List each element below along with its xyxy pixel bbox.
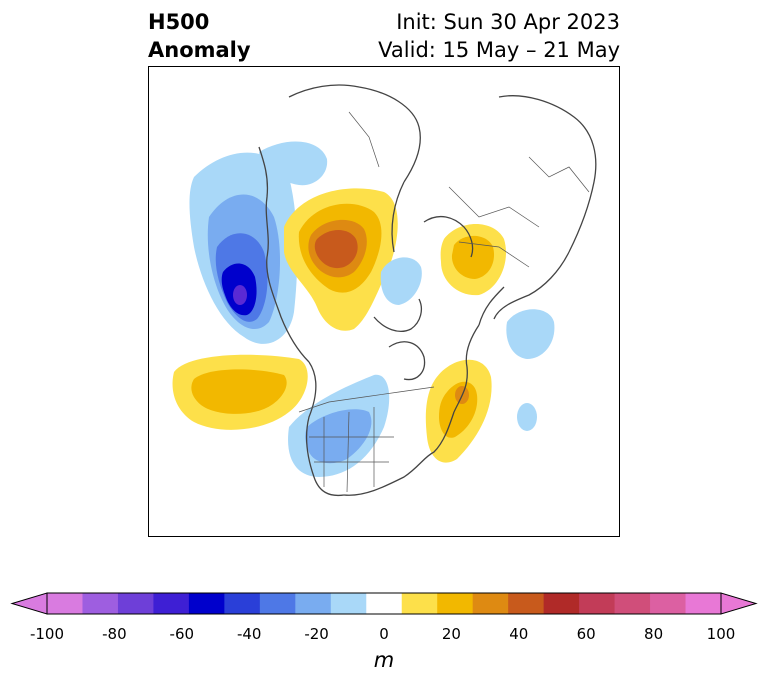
anomaly-pacific-trough-80 (233, 285, 247, 305)
colorbar-tick-label: 20 (441, 625, 461, 643)
map-title-left: H500 Anomaly (148, 8, 251, 64)
anomaly-alaska-negative (259, 141, 328, 186)
colorbar-cell (472, 593, 509, 614)
colorbar-cell (224, 593, 261, 614)
anomaly-europe-negative (506, 309, 555, 359)
anomaly-canada-ridge-40 (314, 230, 358, 269)
colorbar-tick-label: -20 (304, 625, 329, 643)
colorbar-cell (330, 593, 367, 614)
political-borders (298, 111, 590, 493)
colorbar-cell (117, 593, 154, 614)
colorbar-outline (46, 592, 722, 615)
colorbar (10, 592, 758, 615)
colorbar-extend-max (720, 592, 758, 615)
colorbar-tick-label: -100 (29, 625, 65, 643)
colorbar-tick-label: -60 (169, 625, 195, 643)
colorbar-tick-label: -40 (236, 625, 262, 643)
colorbar-tick-label: 40 (509, 625, 529, 643)
colorbar-cell (153, 593, 190, 614)
map-canvas (172, 84, 597, 497)
colorbar-cell (437, 593, 474, 614)
colorbar-extend-min (10, 592, 48, 615)
anomaly-arctic-negative (380, 257, 422, 305)
valid-range: Valid: 15 May – 21 May (378, 38, 620, 62)
colorbar-cell (650, 593, 687, 614)
title-field: Anomaly (148, 38, 251, 62)
colorbar-cell (508, 593, 545, 614)
colorbar-cell (295, 593, 332, 614)
colorbar-tick-label: 100 (706, 625, 736, 643)
colorbar-unit: m (373, 648, 395, 672)
colorbar-tick-label: 60 (576, 625, 596, 643)
colorbar-tick-label: -80 (102, 625, 127, 643)
colorbar-cell (47, 593, 83, 614)
colorbar-cell (543, 593, 580, 614)
anomaly-russia-ridge-20 (451, 235, 495, 279)
anomaly-western-us-trough-20 (305, 409, 372, 464)
colorbar-tick-label: 0 (379, 625, 389, 643)
colorbar-cell (579, 593, 616, 614)
anomaly-map (148, 66, 620, 537)
anomaly-fills (172, 141, 555, 477)
colorbar-cell (366, 593, 403, 614)
anomaly-subtropical-ridge-20 (191, 369, 287, 414)
init-date: Init: Sun 30 Apr 2023 (396, 10, 620, 34)
colorbar-cell (614, 593, 651, 614)
colorbar-cell (188, 593, 225, 614)
colorbar-cell (82, 593, 119, 614)
colorbar-tick-label: 80 (644, 625, 664, 643)
map-title-right: Init: Sun 30 Apr 2023 Valid: 15 May – 21… (378, 8, 620, 64)
colorbar-cell (685, 593, 722, 614)
coastlines (258, 84, 597, 497)
title-variable: H500 (148, 10, 210, 34)
colorbar-cell (259, 593, 296, 614)
colorbar-cells (10, 592, 758, 615)
anomaly-atlantic-negative (517, 403, 537, 431)
colorbar-cell (401, 593, 438, 614)
